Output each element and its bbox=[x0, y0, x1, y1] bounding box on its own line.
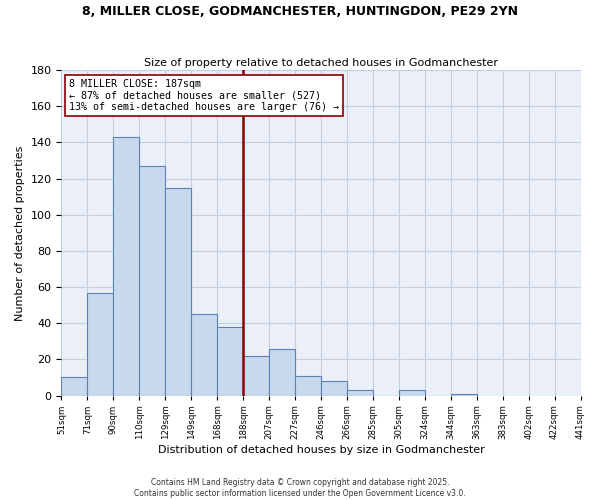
Y-axis label: Number of detached properties: Number of detached properties bbox=[15, 145, 25, 320]
Bar bbox=[61, 378, 88, 396]
Bar bbox=[217, 327, 243, 396]
Bar bbox=[399, 390, 425, 396]
Bar bbox=[347, 390, 373, 396]
Bar bbox=[321, 381, 347, 396]
Bar bbox=[191, 314, 217, 396]
Bar bbox=[295, 376, 321, 396]
Bar bbox=[165, 188, 191, 396]
Text: 8, MILLER CLOSE, GODMANCHESTER, HUNTINGDON, PE29 2YN: 8, MILLER CLOSE, GODMANCHESTER, HUNTINGD… bbox=[82, 5, 518, 18]
Bar bbox=[451, 394, 476, 396]
Bar bbox=[243, 356, 269, 396]
Text: Contains HM Land Registry data © Crown copyright and database right 2025.
Contai: Contains HM Land Registry data © Crown c… bbox=[134, 478, 466, 498]
Title: Size of property relative to detached houses in Godmanchester: Size of property relative to detached ho… bbox=[144, 58, 498, 68]
Bar bbox=[269, 348, 295, 396]
X-axis label: Distribution of detached houses by size in Godmanchester: Distribution of detached houses by size … bbox=[158, 445, 484, 455]
Bar bbox=[139, 166, 165, 396]
Bar bbox=[88, 292, 113, 396]
Text: 8 MILLER CLOSE: 187sqm
← 87% of detached houses are smaller (527)
13% of semi-de: 8 MILLER CLOSE: 187sqm ← 87% of detached… bbox=[69, 79, 339, 112]
Bar bbox=[113, 137, 139, 396]
